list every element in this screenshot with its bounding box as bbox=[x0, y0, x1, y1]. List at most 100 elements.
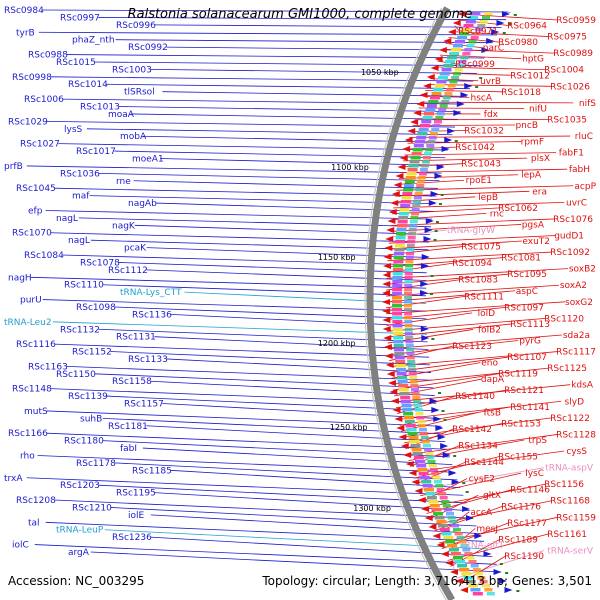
feature-block bbox=[411, 448, 422, 452]
feature-block bbox=[392, 292, 403, 296]
gene-label-forward: RSc1166 bbox=[8, 429, 48, 439]
feature-block bbox=[444, 92, 453, 96]
leader-line bbox=[38, 31, 498, 36]
leader-line bbox=[150, 68, 477, 74]
forward-strand-arrow bbox=[436, 164, 445, 170]
feature-block bbox=[418, 428, 427, 432]
feature-block bbox=[414, 408, 423, 412]
gene-label-reverse: RSc0971 bbox=[458, 27, 498, 37]
gene-label-reverse: RSc1018 bbox=[501, 88, 541, 98]
reverse-strand-arrow bbox=[398, 434, 407, 440]
leader-line bbox=[454, 25, 460, 32]
feature-block bbox=[398, 216, 409, 220]
feature-block bbox=[468, 16, 479, 20]
gene-label-forward: rho bbox=[20, 451, 35, 461]
feature-block bbox=[412, 148, 423, 152]
gene-label-reverse: mesJ bbox=[476, 524, 498, 534]
gene-label-forward: tal bbox=[28, 518, 40, 528]
gene-label-reverse: RSc1144 bbox=[464, 458, 504, 468]
leader-line bbox=[385, 284, 560, 297]
gene-label-reverse: RSc0964 bbox=[507, 22, 547, 32]
feature-block bbox=[449, 80, 458, 84]
feature-block bbox=[470, 564, 479, 568]
gene-label-forward: RSc1015 bbox=[56, 58, 96, 68]
feature-block bbox=[417, 468, 428, 472]
feature-block bbox=[449, 520, 458, 524]
gene-label-forward: RSc1133 bbox=[128, 355, 168, 365]
feature-block bbox=[402, 192, 413, 196]
feature-block bbox=[396, 372, 407, 376]
gene-label-reverse: rluC bbox=[575, 132, 593, 142]
reverse-strand-arrow bbox=[388, 209, 397, 215]
feature-block bbox=[392, 280, 403, 284]
reverse-strand-arrow bbox=[384, 353, 393, 359]
feature-block bbox=[470, 36, 479, 40]
leader-line bbox=[162, 403, 440, 419]
reverse-strand-arrow bbox=[416, 101, 425, 107]
feature-block bbox=[417, 132, 428, 136]
feature-block bbox=[406, 252, 415, 256]
gene-label-forward: iolE bbox=[128, 511, 145, 521]
feature-block bbox=[428, 100, 439, 104]
leader-line bbox=[45, 210, 433, 220]
feature-block bbox=[446, 88, 455, 92]
reverse-strand-arrow bbox=[383, 263, 392, 269]
scale-tick-label: 1150 kbp bbox=[318, 253, 356, 262]
gene-label-forward: phaZ_nth bbox=[72, 36, 115, 46]
gene-label-forward: prfB bbox=[4, 162, 23, 172]
backbone-shadow-arc bbox=[364, 7, 447, 600]
feature-block bbox=[424, 112, 435, 116]
gene-label-reverse: parC bbox=[483, 44, 504, 54]
feature-block bbox=[411, 152, 422, 156]
leader-line bbox=[46, 120, 456, 128]
gene-label-reverse: RSc1026 bbox=[550, 82, 590, 92]
gene-label-reverse: RSc1189 bbox=[498, 535, 538, 545]
gene-label-reverse: RSc1190 bbox=[504, 552, 544, 562]
leader-line bbox=[442, 48, 555, 54]
forward-strand-arrow bbox=[425, 218, 434, 224]
feature-block bbox=[399, 392, 410, 396]
reverse-strand-arrow bbox=[395, 173, 404, 179]
gene-label-forward: RSc1027 bbox=[20, 140, 60, 150]
feature-block bbox=[435, 116, 444, 120]
feature-block bbox=[438, 492, 447, 496]
feature-block bbox=[460, 544, 469, 548]
gene-label-reverse: hscA bbox=[471, 93, 493, 103]
gene-label-reverse: RSc0975 bbox=[547, 33, 587, 43]
gene-label-forward: RSc1148 bbox=[12, 385, 52, 395]
feature-block bbox=[415, 140, 426, 144]
feature-block bbox=[424, 152, 433, 156]
gene-label-reverse: eno bbox=[481, 359, 498, 369]
reverse-strand-arrow bbox=[404, 137, 413, 143]
forward-strand-arrow bbox=[420, 326, 429, 332]
reverse-strand-arrow bbox=[391, 191, 400, 197]
forward-strand-arrow bbox=[441, 146, 450, 152]
gene-label-forward: RSc1163 bbox=[28, 362, 68, 372]
feature-block bbox=[407, 168, 418, 172]
gene-label-forward: pcaK bbox=[124, 244, 147, 254]
feature-block bbox=[455, 40, 466, 44]
leader-line bbox=[45, 521, 485, 542]
gene-label-reverse: tRNA-glyW bbox=[447, 226, 495, 236]
feature-block bbox=[392, 276, 403, 280]
gene-label-reverse: sda2a bbox=[563, 331, 590, 341]
feature-block bbox=[392, 332, 403, 336]
leader-line bbox=[440, 54, 522, 60]
gene-label-forward: RSc1236 bbox=[112, 533, 152, 543]
feature-block bbox=[404, 316, 413, 320]
gene-label-reverse: era bbox=[532, 187, 547, 197]
feature-block bbox=[484, 588, 493, 592]
feature-block bbox=[438, 76, 449, 80]
scale-ticks: 1050 kbp 1100 kbp 1150 kbp 1200 kbp 1250 kbp… bbox=[318, 68, 399, 513]
gene-label-forward: RSc0996 bbox=[116, 21, 156, 31]
gene-label-reverse: RSc1161 bbox=[547, 530, 587, 540]
gene-label-reverse: RSc1159 bbox=[556, 513, 596, 523]
reverse-strand-arrow bbox=[385, 236, 394, 242]
feature-block bbox=[393, 256, 404, 260]
feature-block bbox=[429, 132, 438, 136]
gene-label-reverse: RSc1134 bbox=[458, 441, 498, 451]
gene-label-reverse: fabH bbox=[569, 165, 590, 175]
feature-block bbox=[406, 356, 415, 360]
leader-line bbox=[400, 168, 568, 174]
gene-label-reverse: slyD bbox=[565, 397, 585, 407]
